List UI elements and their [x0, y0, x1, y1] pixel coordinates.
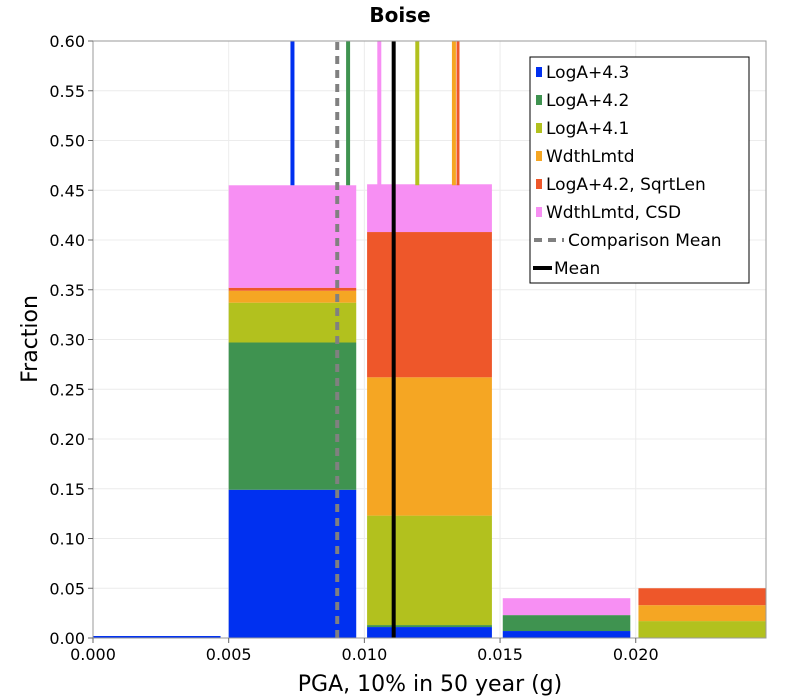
bar-segment: [638, 605, 766, 622]
bar-segment: [228, 302, 357, 343]
y-tick-label: 0.10: [49, 530, 85, 549]
bar-segment: [367, 515, 492, 626]
legend-swatch: [536, 95, 542, 105]
legend-label: LogA+4.2: [546, 91, 629, 111]
bar-segment: [638, 588, 766, 606]
y-tick-label: 0.45: [49, 181, 85, 200]
y-tick-label: 0.40: [49, 231, 85, 250]
bar-segment: [93, 636, 221, 638]
bar-segment: [367, 184, 492, 233]
legend-label: Mean: [554, 259, 600, 279]
bar-segment: [367, 625, 492, 628]
x-tick-label: 0.020: [613, 645, 659, 664]
y-tick-label: 0.30: [49, 331, 85, 350]
y-tick-label: 0.60: [49, 32, 85, 51]
bar-segment: [502, 615, 631, 632]
legend: LogA+4.3 LogA+4.2 LogA+4.1 WdthLmtd LogA+4.2…: [529, 56, 750, 284]
bar-segment: [502, 598, 631, 616]
legend-box: [529, 56, 750, 284]
y-tick-label: 0.00: [49, 629, 85, 648]
legend-swatch: [536, 151, 542, 161]
mean-lines: [290, 41, 460, 638]
x-tick-label: 0.015: [477, 645, 523, 664]
legend-swatch: [536, 123, 542, 133]
legend-label: LogA+4.2, SqrtLen: [546, 175, 706, 195]
bar-segment: [228, 185, 357, 288]
y-tick-label: 0.35: [49, 281, 85, 300]
bar-segment: [228, 290, 357, 303]
x-tick-label: 0.000: [70, 645, 116, 664]
y-axis-label: Fraction: [18, 295, 43, 383]
y-tick-label: 0.05: [49, 579, 85, 598]
y-axis-ticks: 0.00 0.05 0.10 0.15 0.20 0.25 0.30 0.35 0.40 0.45…: [49, 32, 93, 648]
bar-segment: [367, 232, 492, 378]
chart-title: Boise: [369, 3, 430, 27]
legend-label: Comparison Mean: [568, 231, 722, 251]
y-tick-label: 0.50: [49, 132, 85, 151]
bar-segment: [228, 489, 357, 638]
bar-segment: [502, 631, 631, 638]
bar-segment: [367, 377, 492, 516]
legend-swatch: [536, 67, 542, 77]
y-tick-label: 0.25: [49, 380, 85, 399]
x-axis-label: PGA, 10% in 50 year (g): [298, 672, 562, 697]
legend-label: LogA+4.3: [546, 63, 629, 83]
legend-label: WdthLmtd: [546, 147, 635, 167]
bar-segment: [228, 342, 357, 490]
y-tick-label: 0.15: [49, 480, 85, 499]
x-tick-label: 0.010: [341, 645, 387, 664]
bar-segment: [367, 627, 492, 638]
legend-label: WdthLmtd, CSD: [546, 203, 681, 223]
x-axis-ticks: 0.000 0.005 0.010 0.015 0.020: [70, 638, 659, 664]
legend-swatch: [536, 179, 542, 189]
stacked-bars: [93, 184, 766, 638]
legend-swatch: [536, 207, 542, 217]
bar-segment: [638, 621, 766, 638]
bar-segment: [228, 287, 357, 291]
x-tick-label: 0.005: [206, 645, 252, 664]
legend-label: LogA+4.1: [546, 119, 629, 139]
y-tick-label: 0.55: [49, 82, 85, 101]
y-tick-label: 0.20: [49, 430, 85, 449]
